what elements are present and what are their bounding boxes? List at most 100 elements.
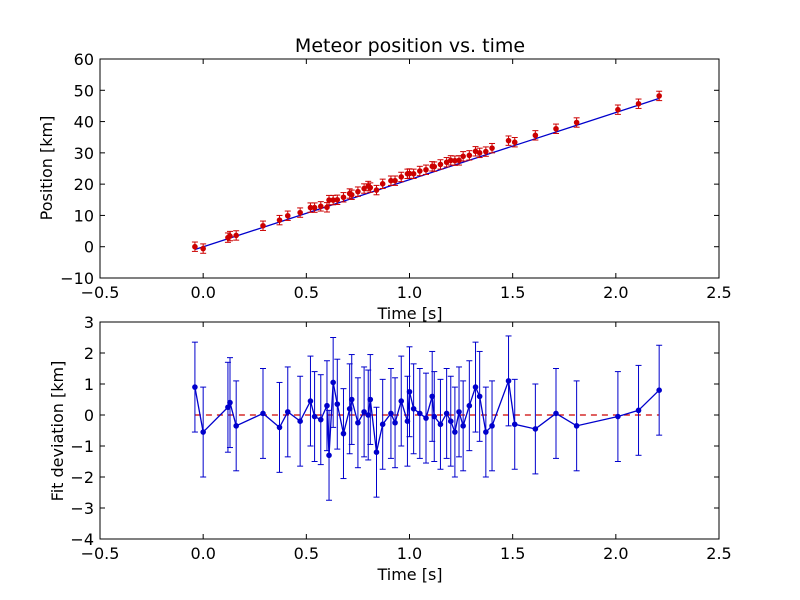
position-data-point	[311, 204, 318, 211]
position-data-point	[615, 106, 621, 113]
position-data-point	[233, 232, 239, 239]
deviation-data-point	[200, 429, 206, 435]
deviation-data-point	[615, 413, 621, 420]
position-data-point	[334, 196, 341, 203]
position-ytick-label: 50	[74, 81, 94, 100]
position-xtick-label: 0.5	[294, 283, 319, 302]
position-data-point	[489, 145, 495, 151]
deviation-data-point	[447, 418, 454, 425]
position-data-point	[398, 174, 405, 180]
deviation-ytick-label: −1	[70, 437, 94, 456]
position-chart-marks	[191, 90, 663, 254]
deviation-ytick-label: 3	[84, 313, 94, 332]
deviation-data-point	[466, 402, 473, 409]
deviation-data-point	[443, 410, 450, 417]
position-data-point	[348, 191, 355, 198]
deviation-data-point	[423, 415, 429, 421]
position-data-point	[466, 152, 473, 159]
deviation-ytick-label: 2	[84, 344, 94, 363]
position-xtick-label: 2.0	[603, 283, 628, 302]
deviation-data-point	[355, 419, 361, 426]
position-xtick-label: 1.5	[500, 283, 525, 302]
position-data-point	[317, 203, 324, 210]
position-xtick-label: 2.5	[706, 283, 731, 302]
position-ytick-label: 0	[84, 238, 94, 257]
position-chart: Meteor position vs. time −0.5 0.0 0.5 1.0 1.…	[37, 35, 732, 323]
deviation-data-point	[392, 419, 398, 426]
position-data-point	[553, 125, 559, 132]
deviation-data-point	[456, 409, 462, 415]
deviation-data-point	[410, 406, 417, 412]
position-data-point	[532, 132, 539, 139]
position-data-point	[437, 161, 444, 168]
deviation-ytick-label: −3	[70, 499, 94, 518]
deviation-data-point	[192, 384, 198, 390]
deviation-xtick-label: 0.5	[294, 544, 319, 563]
deviation-data-point	[417, 410, 423, 417]
position-data-point	[379, 181, 386, 187]
deviation-ytick-label: 0	[84, 406, 94, 425]
position-data-point	[635, 100, 642, 107]
position-data-point	[276, 217, 283, 223]
deviation-data-point	[373, 449, 380, 456]
deviation-data-point	[367, 396, 374, 403]
deviation-ytick-label: −4	[70, 530, 94, 549]
position-data-point	[200, 245, 206, 252]
deviation-data-point	[324, 402, 330, 409]
position-data-point	[410, 171, 417, 177]
deviation-chart-ylabel: Fit deviation [km]	[48, 361, 67, 502]
position-data-point	[656, 93, 662, 99]
position-data-point	[460, 153, 466, 160]
position-data-point	[505, 137, 512, 144]
deviation-xtick-label: 2.0	[603, 544, 628, 563]
deviation-data-point	[452, 429, 458, 435]
deviation-chart-ticks: −0.5 0.0 0.5 1.0 1.5 2.0 2.5 −4 −3 −2 −1 0 1 2 3	[70, 313, 731, 563]
deviation-data-point	[311, 413, 318, 420]
position-data-point	[431, 163, 438, 170]
deviation-data-point	[437, 421, 444, 428]
deviation-data-point	[233, 423, 239, 429]
deviation-chart: −0.5 0.0 0.5 1.0 1.5 2.0 2.5 −4 −3 −2 −1 0 1 2 3 Time …	[48, 313, 732, 584]
deviation-data-point	[505, 378, 512, 384]
position-xtick-label: 1.0	[397, 283, 422, 302]
deviation-xtick-label: 1.5	[500, 544, 525, 563]
position-data-point	[367, 184, 374, 191]
deviation-data-point	[460, 423, 466, 429]
position-data-point	[324, 204, 330, 211]
position-data-point	[355, 188, 361, 195]
deviation-data-point	[379, 421, 386, 428]
position-ytick-label: −10	[60, 269, 94, 288]
deviation-data-point	[388, 410, 394, 417]
deviation-data-point	[511, 421, 518, 428]
position-data-point	[573, 119, 580, 126]
deviation-data-point	[297, 418, 303, 425]
deviation-data-point	[406, 388, 413, 395]
deviation-chart-marks	[191, 335, 663, 501]
position-data-point	[417, 168, 423, 174]
position-ytick-label: 10	[74, 206, 94, 225]
deviation-data-point	[284, 409, 291, 415]
position-data-point	[284, 212, 291, 219]
deviation-data-point	[276, 424, 283, 431]
deviation-data-point	[307, 398, 314, 404]
deviation-data-point	[260, 410, 266, 417]
position-xtick-label: 0.0	[190, 283, 215, 302]
deviation-data-point	[326, 452, 332, 459]
deviation-data-point	[334, 401, 341, 407]
position-data-point	[392, 177, 398, 184]
position-ytick-label: 30	[74, 144, 94, 163]
deviation-data-point	[483, 429, 489, 435]
deviation-xtick-label: 0.0	[190, 544, 215, 563]
deviation-xtick-label: −0.5	[81, 544, 120, 563]
deviation-data-point	[532, 426, 539, 432]
deviation-data-point	[431, 413, 438, 420]
position-chart-ticks: −0.5 0.0 0.5 1.0 1.5 2.0 2.5 −10 0 10 20 30 40 50 60	[60, 50, 731, 302]
deviation-data-point	[340, 430, 347, 437]
deviation-data-point	[330, 379, 336, 386]
deviation-data-point	[317, 416, 324, 423]
position-data-point	[297, 209, 303, 216]
deviation-data-point	[656, 387, 662, 394]
position-data-point	[483, 148, 489, 155]
